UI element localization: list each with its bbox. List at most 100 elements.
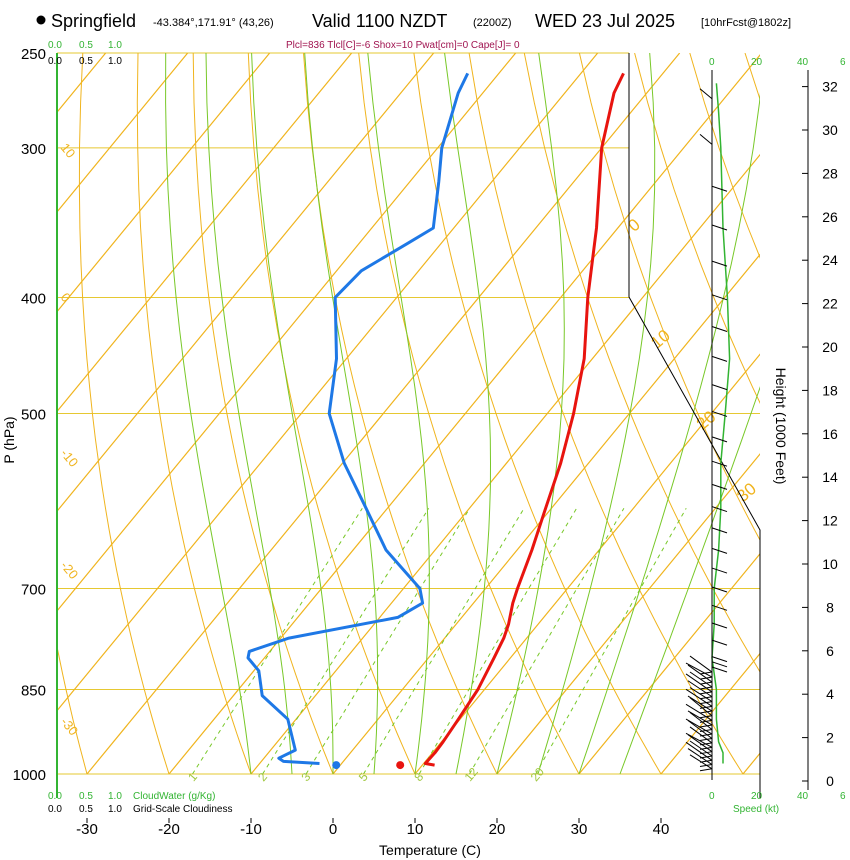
wind-barb-flag (699, 681, 713, 685)
isotherm-label-right: 10 (647, 326, 674, 353)
wind-barbs (685, 88, 728, 772)
pressure-tick-label: 400 (21, 290, 46, 307)
wind-barb (689, 671, 713, 688)
pressure-tick-label: 250 (21, 46, 46, 63)
isotherm--40 (57, 53, 599, 712)
top-cloud-tick-2: 1.0 (108, 40, 122, 51)
wind-barb (685, 741, 713, 761)
wind-barb-flag (711, 527, 728, 534)
mixing-ratio-line-20 (535, 508, 687, 775)
height-tick-label: 32 (822, 79, 838, 95)
wind-barb-flag (711, 567, 728, 574)
wind-barb-flag (699, 705, 713, 709)
wind-barb-flag (711, 294, 728, 301)
dry-adiabat-10 (247, 53, 416, 775)
wind-barb-flag (711, 639, 728, 646)
isotherm-10 (414, 353, 760, 775)
wind-barb (687, 720, 713, 739)
temperature-tick-label: 30 (571, 821, 588, 838)
height-tick-label: 26 (822, 209, 838, 225)
wind-barb-flag (711, 410, 728, 417)
isotherm--10 (250, 153, 760, 775)
moist-adiabat-25 (537, 53, 656, 775)
wind-barb (689, 697, 713, 717)
wind-bottom-tick-0: 0 (709, 791, 715, 802)
height-tick-label: 16 (822, 426, 838, 442)
dry-adiabat--20 (78, 53, 170, 775)
dry-adiabat-100 (744, 53, 760, 101)
mixing-ratio-label: 3 (298, 770, 313, 784)
mixing-ratio-label: 1 (185, 770, 200, 784)
wind-top-tick-20: 20 (751, 57, 763, 68)
isotherm--30 (86, 53, 681, 775)
wind-barb-flag (711, 506, 728, 513)
dry-adiabat-80 (634, 53, 760, 404)
top-cloud-tick-0: 0.0 (48, 40, 62, 51)
isotherm-label: 10 (58, 140, 79, 161)
cloud-water-label: CloudWater (g/Kg) (133, 791, 215, 802)
wind-top-tick-40: 40 (797, 57, 809, 68)
height-tick-label: 28 (822, 165, 838, 181)
wind-barb-flag (699, 715, 713, 719)
wind-speed-label: Speed (kt) (733, 804, 779, 815)
isotherm-30 (578, 552, 760, 775)
wind-barb-flag (699, 755, 713, 759)
wind-barb (685, 732, 713, 748)
height-tick-label: 8 (826, 599, 834, 615)
dry-adiabat-70 (578, 53, 760, 542)
height-tick-label: 18 (822, 382, 838, 398)
height-tick-label: 22 (822, 296, 838, 312)
wind-bottom-tick-40: 40 (797, 791, 809, 802)
wind-barb (687, 734, 713, 753)
wind-barb (689, 712, 713, 730)
cloudiness-label: Grid-Scale Cloudiness (133, 804, 233, 815)
wind-barb-flag (711, 224, 728, 231)
bottom-cloudiness-tick-2: 1.0 (108, 804, 122, 815)
wind-barb-flag (711, 326, 728, 332)
isotherm-label: -10 (58, 446, 82, 470)
wind-barb-flag (711, 436, 728, 443)
dry-adiabat-60 (523, 53, 760, 673)
wind-barb (699, 88, 713, 100)
wind-barb-flag (699, 746, 713, 750)
wind-top-tick-0: 0 (709, 57, 715, 68)
wind-barb (687, 710, 713, 726)
wind-barb (687, 748, 713, 765)
height-tick-label: 12 (822, 513, 838, 529)
isotherm-label-right: 0 (624, 215, 643, 236)
wind-barb-flag (711, 483, 728, 490)
temperature-tick-label: 0 (329, 821, 337, 838)
wind-bottom-tick-6: 6 (840, 791, 846, 802)
wind-barb-flag (711, 547, 728, 554)
dry-adiabat-20 (303, 53, 498, 775)
wind-barb-flag (699, 691, 713, 695)
temperature-profile (423, 72, 625, 767)
wind-barb-flag (711, 460, 728, 467)
mixing-ratio-label: 2 (255, 770, 270, 784)
wind-barb-flag (699, 737, 713, 741)
moist-adiabat--5 (205, 53, 293, 775)
mixing-ratio-line-2 (262, 508, 430, 775)
isotherm--20 (168, 54, 760, 775)
temperature-tick-label: 40 (653, 821, 670, 838)
pressure-tick-label: 300 (21, 141, 46, 158)
top-cloudiness-tick-1: 0.5 (79, 56, 93, 67)
wind-barb (685, 718, 713, 735)
dry-adiabat--30 (57, 644, 88, 775)
wind-barb-flag (699, 759, 713, 763)
pressure-tick-label: 1000 (13, 767, 46, 784)
wind-barb (685, 688, 713, 707)
wind-barb-flag (699, 742, 713, 746)
moist-adiabat-5 (304, 53, 379, 775)
wind-barb-flag (711, 622, 728, 629)
height-tick-label: 4 (826, 686, 834, 702)
wind-barb-flag (711, 384, 728, 391)
wind-top-tick-6: 6 (840, 57, 846, 68)
height-tick-label: 10 (822, 556, 838, 572)
bottom-cloudiness-tick-1: 0.5 (79, 804, 93, 815)
bottom-cloudiness-tick-0: 0.0 (48, 804, 62, 815)
pressure-tick-label: 850 (21, 682, 46, 699)
temperature-axis: -30 -20 -10 0 10 20 30 40 (76, 818, 669, 838)
